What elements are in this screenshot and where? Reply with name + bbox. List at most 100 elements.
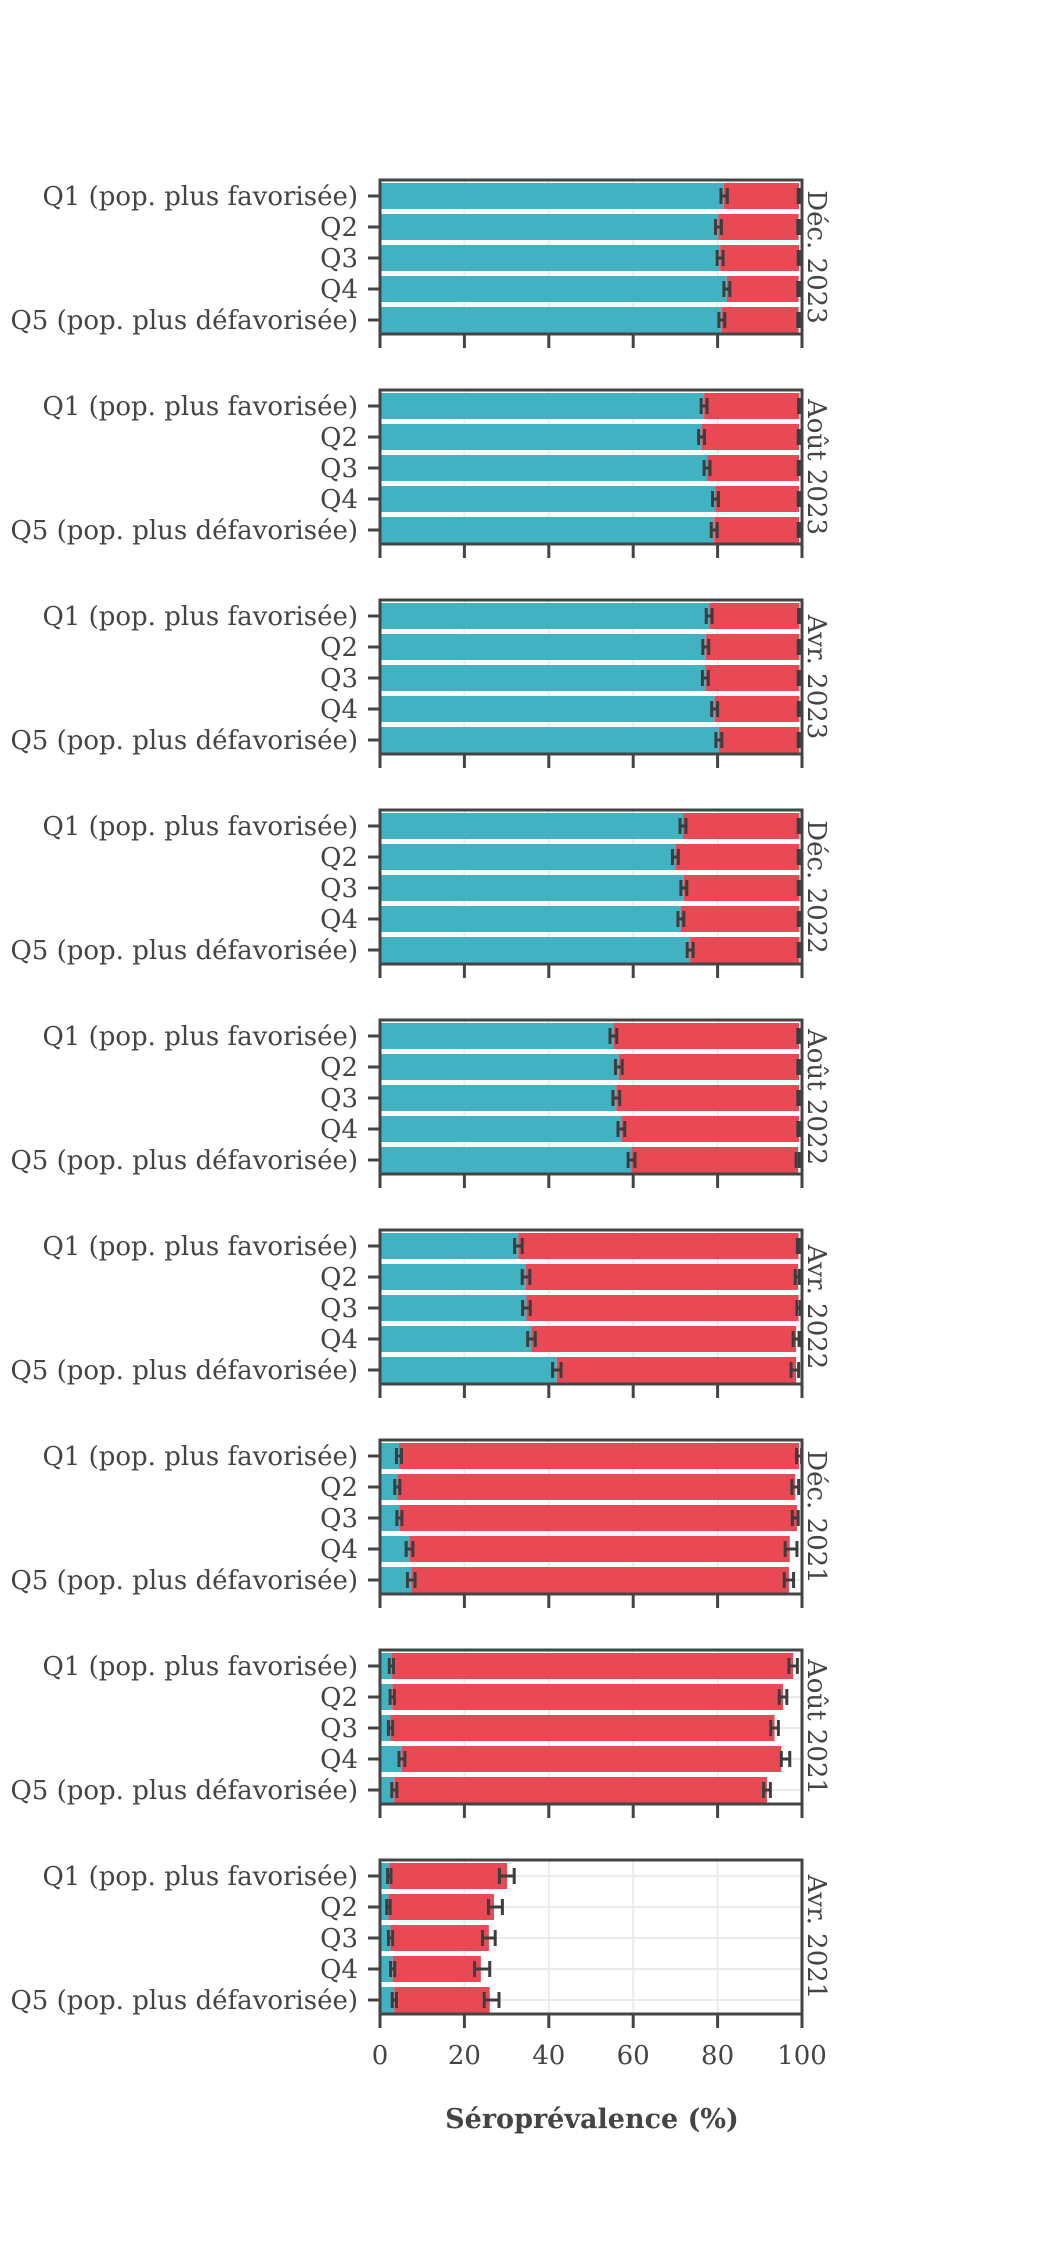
- row-label: Q2: [320, 843, 358, 873]
- row-label: Q1 (pop. plus favorisée): [42, 392, 358, 422]
- x-tick-label: 20: [448, 2041, 481, 2071]
- bar-vaccination: [714, 696, 800, 722]
- bar-infection-vaccination: [380, 844, 676, 870]
- bar-vaccination: [621, 1116, 800, 1142]
- bar-infection-vaccination: [380, 245, 721, 271]
- bar-infection-vaccination: [380, 1443, 399, 1469]
- x-tick-label: 40: [532, 2041, 565, 2071]
- row-label: Q2: [320, 213, 358, 243]
- bar-infection-vaccination: [380, 727, 719, 753]
- row-label: Q2: [320, 1263, 358, 1293]
- row-label: Q2: [320, 1893, 358, 1923]
- bar-infection-vaccination: [380, 1925, 391, 1951]
- row-label: Q3: [320, 1714, 358, 1744]
- bar-vaccination: [401, 1746, 782, 1772]
- bar-vaccination: [718, 214, 799, 240]
- row-label: Q3: [320, 454, 358, 484]
- row-label: Q5 (pop. plus défavorisée): [10, 1356, 358, 1386]
- row-label: Q3: [320, 664, 358, 694]
- bar-infection-vaccination: [380, 813, 683, 839]
- row-label: Q2: [320, 1473, 358, 1503]
- period-label: Août 2023: [801, 398, 831, 535]
- bar-vaccination: [714, 517, 800, 543]
- bar-infection-vaccination: [380, 307, 722, 333]
- row-label: Q4: [320, 695, 358, 725]
- bar-infection-vaccination: [380, 214, 719, 240]
- row-label: Q3: [320, 874, 358, 904]
- row-label: Q4: [320, 485, 358, 515]
- bar-vaccination: [723, 183, 800, 209]
- bar-vaccination: [526, 1264, 799, 1290]
- bar-infection-vaccination: [380, 875, 684, 901]
- bar-vaccination: [701, 424, 800, 450]
- bar-vaccination: [720, 245, 800, 271]
- bar-infection-vaccination: [380, 1233, 519, 1259]
- bar-vaccination: [682, 813, 800, 839]
- x-axis-title: Séroprévalence (%): [445, 2104, 739, 2135]
- bar-vaccination: [616, 1085, 800, 1111]
- bar-infection-vaccination: [380, 1715, 391, 1741]
- bar-vaccination: [680, 906, 800, 932]
- x-tick-label: 0: [372, 2041, 389, 2071]
- bar-vaccination: [390, 1715, 775, 1741]
- bar-infection-vaccination: [380, 424, 702, 450]
- bar-vaccination: [399, 1505, 797, 1531]
- period-label: Déc. 2022: [801, 820, 831, 954]
- bar-infection-vaccination: [380, 603, 710, 629]
- bar-vaccination: [690, 937, 800, 963]
- period-label: Avr. 2022: [801, 1244, 831, 1370]
- bar-infection-vaccination: [380, 1264, 527, 1290]
- row-label: Q5 (pop. plus défavorisée): [10, 1566, 358, 1596]
- bar-vaccination: [709, 603, 800, 629]
- bar-vaccination: [409, 1536, 790, 1562]
- bar-vaccination: [390, 1925, 489, 1951]
- bar-infection-vaccination: [380, 393, 705, 419]
- bar-vaccination: [398, 1443, 800, 1469]
- row-label: Q5 (pop. plus défavorisée): [10, 516, 358, 546]
- bar-vaccination: [518, 1233, 799, 1259]
- row-label: Q4: [320, 905, 358, 935]
- bar-infection-vaccination: [380, 1863, 390, 1889]
- row-label: Q1 (pop. plus favorisée): [42, 812, 358, 842]
- bar-vaccination: [618, 1054, 800, 1080]
- row-label: Q4: [320, 275, 358, 305]
- x-axis: 0 20 40 60 80 100: [372, 2041, 827, 2071]
- bar-infection-vaccination: [380, 1295, 527, 1321]
- bar-vaccination: [704, 393, 800, 419]
- period-label: Août 2021: [801, 1658, 831, 1795]
- period-label: Avr. 2021: [801, 1874, 831, 2000]
- period-label: Août 2022: [801, 1028, 831, 1165]
- row-label: Q5 (pop. plus défavorisée): [10, 306, 358, 336]
- x-tick-label: 60: [617, 2041, 650, 2071]
- bar-vaccination: [707, 455, 800, 481]
- bar-vaccination: [705, 634, 800, 660]
- bar-vaccination: [391, 1653, 794, 1679]
- row-label: Q3: [320, 1504, 358, 1534]
- row-label: Q2: [320, 423, 358, 453]
- row-label: Q5 (pop. plus défavorisée): [10, 936, 358, 966]
- period-label: Déc. 2021: [801, 1450, 831, 1584]
- period-label: Déc. 2023: [801, 190, 831, 324]
- bar-vaccination: [683, 875, 800, 901]
- bar-infection-vaccination: [380, 937, 691, 963]
- row-label: Q1 (pop. plus favorisée): [42, 1232, 358, 1262]
- bar-infection-vaccination: [380, 1023, 614, 1049]
- bar-infection-vaccination: [380, 1357, 557, 1383]
- row-label: Q4: [320, 1535, 358, 1565]
- bar-vaccination: [526, 1295, 799, 1321]
- row-label: Q5 (pop. plus défavorisée): [10, 1776, 358, 1806]
- row-label: Q3: [320, 244, 358, 274]
- bar-vaccination: [531, 1326, 797, 1352]
- bar-infection-vaccination: [380, 1147, 632, 1173]
- bar-infection-vaccination: [380, 1054, 619, 1080]
- row-label: Q1 (pop. plus favorisée): [42, 1862, 358, 1892]
- bar-vaccination: [726, 276, 799, 302]
- bar-infection-vaccination: [380, 517, 715, 543]
